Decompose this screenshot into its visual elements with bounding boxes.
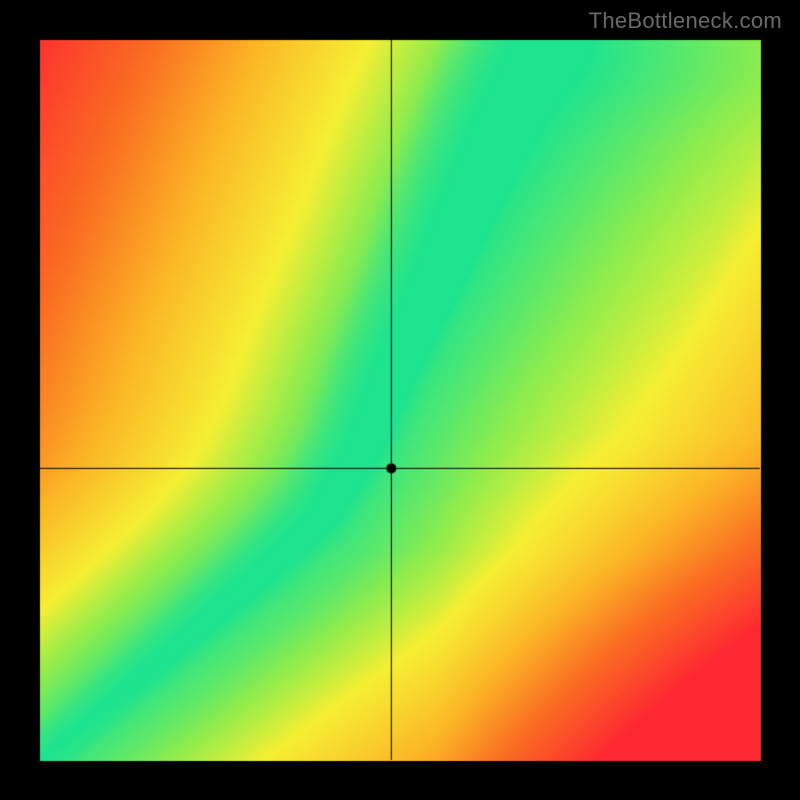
chart-container: TheBottleneck.com (0, 0, 800, 800)
watermark-text: TheBottleneck.com (589, 8, 782, 34)
heatmap-canvas (0, 0, 800, 800)
